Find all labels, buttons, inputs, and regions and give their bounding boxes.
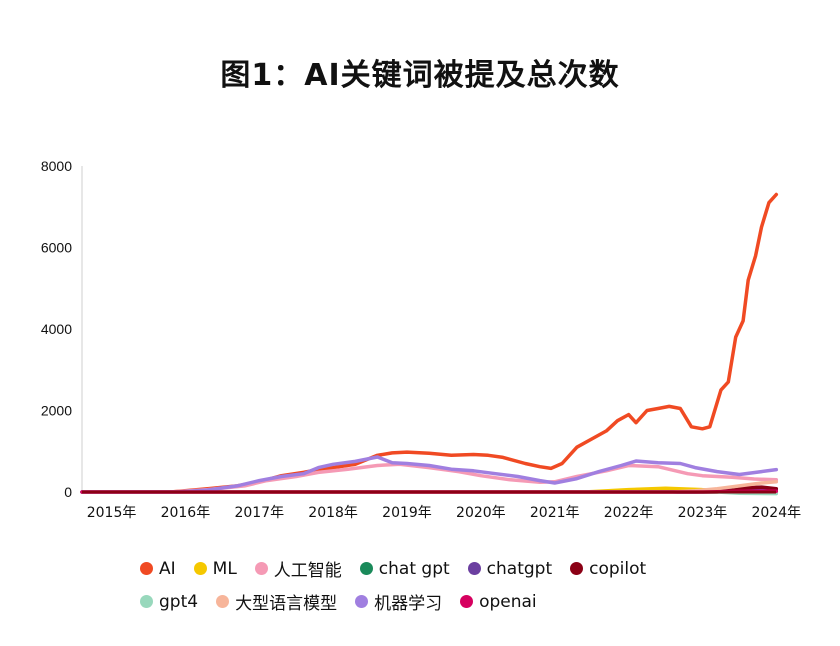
y-tick-label: 2000: [41, 403, 72, 419]
legend-label: chat gpt: [378, 558, 450, 579]
legend-marker: [216, 595, 230, 608]
legend-item: AI: [140, 556, 176, 581]
legend-marker: [359, 562, 373, 575]
x-tick-label: 2023年: [678, 505, 728, 521]
legend-marker: [355, 595, 369, 608]
x-tick-label: 2018年: [308, 505, 358, 521]
legend-label: openai: [479, 591, 537, 612]
legend-marker: [570, 562, 584, 575]
legend-row: AI ML 人工智能 chat gpt chatgpt copilot: [140, 556, 760, 581]
y-tick-label: 6000: [41, 240, 72, 256]
legend-marker: [467, 562, 481, 575]
chart-title: 图1：AI关键词被提及总次数: [220, 58, 620, 93]
x-tick-label: 2020年: [456, 505, 506, 521]
legend-label: gpt4: [159, 591, 199, 612]
y-tick-label: 8000: [41, 158, 72, 174]
legend-label: chatgpt: [486, 558, 553, 579]
x-tick-label: 2022年: [604, 505, 654, 521]
legend-row: gpt4 大型语言模型 机器学习 openai: [140, 589, 760, 614]
legend-label: ML: [212, 558, 237, 579]
legend-item: 机器学习: [355, 589, 442, 614]
legend-item: chatgpt: [467, 556, 553, 581]
legend-label: 大型语言模型: [235, 594, 338, 614]
legend-label: copilot: [589, 558, 647, 579]
y-tick-label: 4000: [41, 321, 72, 337]
series-line-机器学习: [80, 455, 779, 494]
x-tick-label: 2016年: [161, 505, 211, 521]
legend-item: openai: [460, 589, 537, 614]
legend-marker: [140, 595, 153, 608]
legend-item: 人工智能: [254, 556, 342, 581]
legend-marker: [140, 562, 153, 575]
legend-item: 大型语言模型: [216, 589, 337, 614]
legend-item: chat gpt: [359, 556, 450, 581]
x-tick-label: 2015年: [87, 505, 137, 521]
legend-marker: [460, 595, 474, 608]
legend-marker: [193, 562, 207, 575]
legend-label: AI: [159, 558, 176, 579]
x-tick-label: 2024年: [751, 505, 801, 521]
x-tick-label: 2021年: [530, 505, 580, 521]
chart-legend: AI ML 人工智能 chat gpt chatgpt copilot gpt4 大型语言模…: [140, 556, 760, 622]
series-line-AI: [80, 192, 779, 494]
legend-label: 人工智能: [273, 561, 342, 581]
x-tick-label: 2019年: [382, 505, 432, 521]
x-tick-label: 2017年: [234, 505, 284, 521]
legend-item: gpt4: [140, 589, 198, 614]
legend-marker: [254, 562, 268, 575]
legend-label: 机器学习: [374, 594, 443, 614]
legend-item: copilot: [570, 556, 646, 581]
legend-item: ML: [193, 556, 237, 581]
y-tick-label: 0: [64, 484, 72, 500]
